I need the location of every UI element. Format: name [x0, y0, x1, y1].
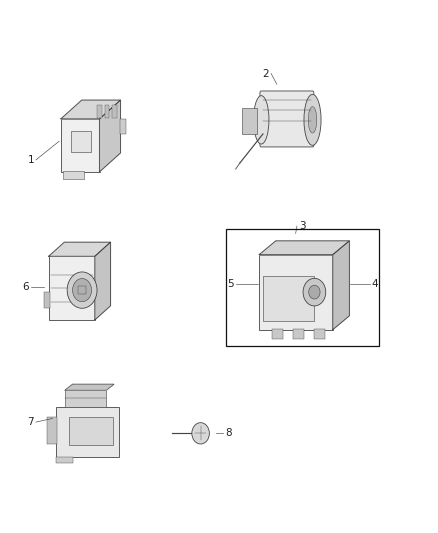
Polygon shape	[95, 242, 110, 320]
Text: 3: 3	[299, 221, 306, 231]
Polygon shape	[333, 241, 350, 329]
Ellipse shape	[254, 95, 269, 144]
Ellipse shape	[308, 107, 317, 133]
Bar	[65, 390, 106, 407]
Bar	[272, 329, 283, 340]
Text: 2: 2	[262, 69, 269, 78]
Circle shape	[73, 279, 92, 302]
Bar	[259, 255, 333, 329]
Bar	[293, 329, 304, 340]
Polygon shape	[99, 100, 120, 172]
Bar	[78, 286, 86, 294]
Text: 5: 5	[227, 279, 234, 289]
Bar	[112, 105, 117, 118]
Text: 4: 4	[371, 279, 378, 289]
Circle shape	[67, 272, 97, 308]
Bar	[63, 171, 85, 179]
Circle shape	[192, 423, 209, 444]
Bar	[69, 417, 113, 445]
Circle shape	[303, 278, 326, 306]
Polygon shape	[259, 241, 350, 255]
Bar	[105, 105, 109, 118]
Bar	[97, 105, 102, 118]
Text: 1: 1	[27, 155, 34, 165]
FancyBboxPatch shape	[260, 91, 314, 147]
Bar	[56, 457, 73, 463]
Polygon shape	[65, 384, 114, 390]
Bar	[120, 119, 126, 134]
Ellipse shape	[304, 94, 321, 146]
Circle shape	[309, 285, 320, 299]
FancyBboxPatch shape	[61, 119, 99, 172]
Bar	[56, 407, 119, 457]
Bar	[47, 417, 57, 444]
Bar	[45, 292, 50, 308]
Bar	[71, 131, 91, 152]
Bar	[263, 276, 314, 321]
Text: 7: 7	[27, 417, 34, 427]
Text: 8: 8	[225, 429, 232, 438]
Bar	[226, 229, 379, 346]
Bar	[314, 329, 325, 340]
Bar	[49, 256, 95, 320]
Polygon shape	[49, 242, 110, 256]
Text: 6: 6	[22, 282, 29, 292]
Bar	[243, 108, 257, 134]
Polygon shape	[61, 100, 120, 119]
